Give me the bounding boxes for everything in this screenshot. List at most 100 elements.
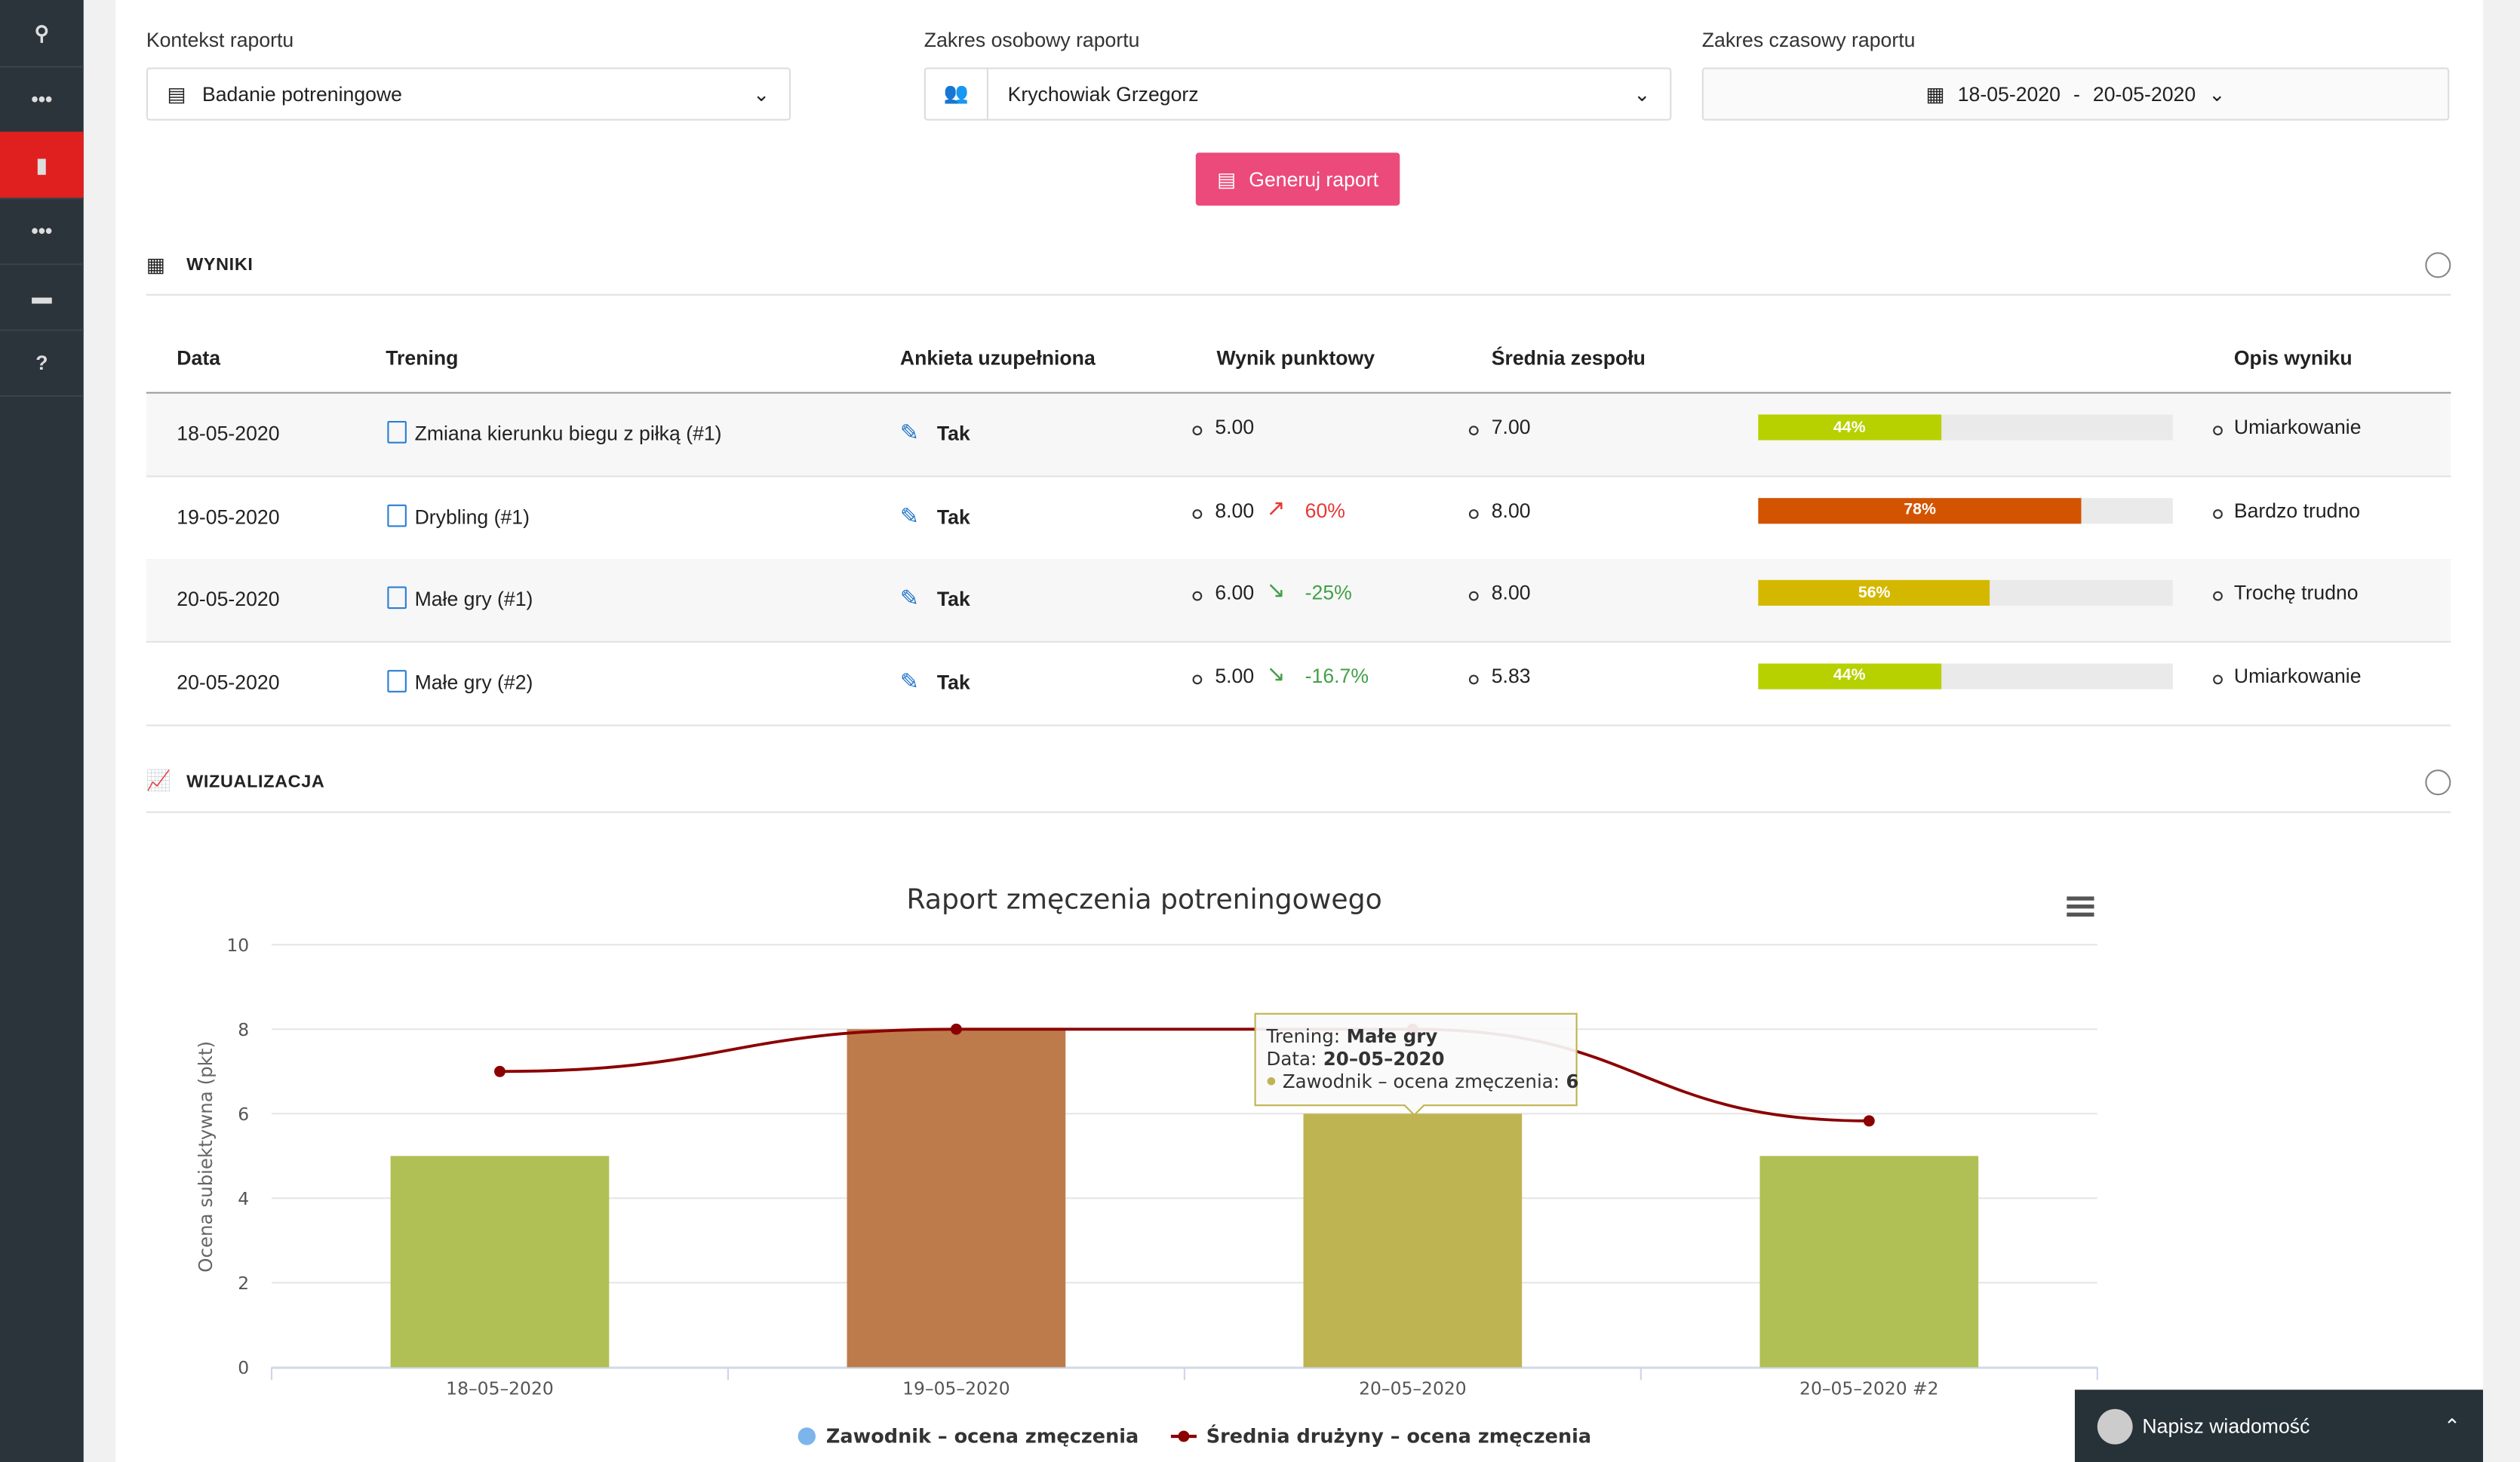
- bullet: [1192, 591, 1203, 601]
- bullet: [1468, 425, 1479, 436]
- divider: [146, 811, 2451, 813]
- edit-icon: ✎: [899, 667, 919, 693]
- cell-description: Trochę trudno: [2233, 581, 2359, 604]
- date-to: 20-05-2020: [2092, 82, 2196, 106]
- tooltip-marker: [1267, 1077, 1276, 1086]
- menu-button[interactable]: [2067, 896, 2094, 917]
- bar: [1759, 1156, 1979, 1368]
- progress-track: 44%: [1758, 662, 2173, 689]
- trend-icon: ↘: [1266, 659, 1286, 686]
- tooltip-text: Zawodnik – ocena zmęczenia:: [1283, 1070, 1560, 1092]
- select[interactable]: 👥 Krychowiak Grzegorz ⌄: [923, 67, 1672, 121]
- y-tick-label: 4: [238, 1188, 249, 1209]
- nav-item[interactable]: ▬: [0, 263, 84, 331]
- doc-icon: [387, 420, 407, 444]
- cell-date: 20-05-2020: [177, 671, 280, 693]
- select-value: Badanie potreningowe: [201, 82, 402, 106]
- legend-marker: [797, 1427, 816, 1445]
- trend-icon: ↗: [1266, 493, 1286, 520]
- cell-training: Małe gry (#2): [414, 671, 533, 693]
- legend-label: Średnia drużyny – ocena zmęczenia: [1206, 1424, 1591, 1448]
- table-row: 18-05-2020 Zmiana kierunku biegu z piłką …: [146, 393, 2451, 478]
- cell-survey: Tak: [936, 505, 970, 528]
- bullet: [2213, 425, 2223, 436]
- trend-icon: ↘: [1266, 576, 1286, 603]
- field-label: Zakres osobowy raportu: [923, 29, 1140, 52]
- bullet: [2213, 508, 2223, 518]
- cell-change: -16.7%: [1305, 664, 1369, 687]
- tooltip-text: Data:: [1267, 1048, 1317, 1070]
- generate-button[interactable]: ▤ Generuj raport: [1195, 152, 1400, 206]
- cell-training: Małe gry (#1): [414, 588, 533, 611]
- nav-item[interactable]: ▮: [0, 131, 84, 200]
- bullet: [1468, 591, 1479, 601]
- cell-team: 8.00: [1491, 499, 1531, 522]
- button-label: Generuj raport: [1249, 167, 1378, 191]
- cell-survey: Tak: [936, 588, 970, 611]
- line-point: [1863, 1115, 1875, 1127]
- field-label: Zakres czasowy raportu: [1701, 29, 1916, 52]
- collapse-toggle[interactable]: [2425, 769, 2451, 796]
- cell-training: Drybling (#1): [414, 505, 530, 528]
- bullet: [1468, 674, 1479, 684]
- bullet: [2213, 674, 2223, 684]
- cell-team: 7.00: [1491, 416, 1531, 439]
- legend-marker: [1178, 1430, 1190, 1442]
- cell-change: 60%: [1305, 499, 1345, 522]
- icon: ▦: [146, 253, 166, 277]
- tooltip-text: 6: [1566, 1070, 1579, 1092]
- table-row: 20-05-2020 Małe gry (#2) ✎ Tak 5.00 ↘ -16.7% 5.…: [146, 641, 2451, 726]
- divider: [146, 392, 2451, 394]
- column-header: Wynik punktowy: [1216, 347, 1375, 370]
- sidebar: ⚲ ••• ▮ ••• ▬ ?: [0, 0, 84, 1462]
- x-tick-label: 18–05–2020: [446, 1378, 554, 1399]
- cell-survey: Tak: [936, 671, 970, 693]
- line-series: [499, 1027, 1870, 1123]
- table-row: 19-05-2020 Drybling (#1) ✎ Tak 8.00 ↗ 60% 8.00 7…: [146, 476, 2451, 561]
- field-label: Kontekst raportu: [146, 29, 294, 52]
- date-sep: -: [2073, 82, 2080, 106]
- y-tick-label: 0: [238, 1357, 249, 1378]
- progress-track: 44%: [1758, 414, 2173, 441]
- nav-item[interactable]: ⚲: [0, 0, 84, 68]
- progress-bar: 44%: [1758, 414, 1941, 441]
- doc-icon: [387, 586, 407, 610]
- line-point: [494, 1065, 506, 1077]
- progress-track: 56%: [1758, 579, 2173, 606]
- divider: [146, 293, 2451, 296]
- doc-icon: [387, 503, 407, 527]
- bar: [847, 1029, 1066, 1368]
- bullet: [1192, 508, 1203, 518]
- collapse-toggle[interactable]: [2425, 252, 2451, 278]
- cell-change: -25%: [1305, 581, 1352, 604]
- column-header: Data: [177, 347, 221, 370]
- tooltip-text: Małe gry: [1347, 1025, 1438, 1047]
- doc-icon: [387, 669, 407, 692]
- cell-score: 5.00: [1215, 664, 1255, 687]
- cell-date: 18-05-2020: [177, 422, 280, 445]
- cell-description: Umiarkowanie: [2233, 664, 2362, 687]
- cell-date: 20-05-2020: [177, 588, 280, 611]
- column-header: Ankieta uzupełniona: [899, 347, 1096, 370]
- nav-item[interactable]: ?: [0, 330, 84, 398]
- progress-bar: 78%: [1758, 497, 2082, 524]
- column-header: Opis wyniku: [2233, 347, 2353, 370]
- select[interactable]: ▤ Badanie potreningowe ⌄: [146, 67, 791, 121]
- cell-team: 5.83: [1491, 664, 1531, 687]
- select-value: Krychowiak Grzegorz: [1007, 82, 1199, 106]
- bullet: [2213, 591, 2223, 601]
- chat-box[interactable]: Napisz wiadomość ⌃: [2074, 1390, 2484, 1462]
- table-row: 20-05-2020 Małe gry (#1) ✎ Tak 6.00 ↘ -25% 8.00…: [146, 559, 2451, 643]
- column-header: Trening: [386, 347, 459, 370]
- x-tick-label: 20–05–2020: [1359, 1378, 1467, 1399]
- chat-label: Napisz wiadomość: [2142, 1414, 2310, 1438]
- cell-training: Zmiana kierunku biegu z piłką (#1): [414, 422, 722, 445]
- date-range[interactable]: ▦ 18-05-2020-20-05-2020 ⌄: [1701, 67, 2450, 121]
- date-from: 18-05-2020: [1957, 82, 2061, 106]
- nav-item[interactable]: •••: [0, 198, 84, 266]
- cell-score: 8.00: [1215, 499, 1255, 522]
- cell-team: 8.00: [1491, 581, 1531, 604]
- y-tick-label: 2: [238, 1273, 249, 1294]
